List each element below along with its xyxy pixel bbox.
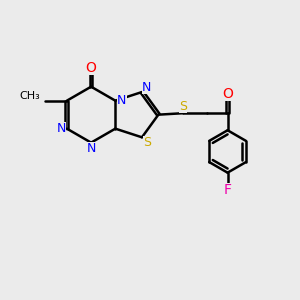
Text: N: N: [57, 122, 66, 135]
Text: F: F: [224, 183, 232, 197]
Text: N: N: [142, 81, 151, 94]
Text: S: S: [143, 136, 151, 149]
Text: N: N: [86, 142, 96, 155]
Text: CH₃: CH₃: [20, 91, 40, 101]
Text: O: O: [86, 61, 97, 75]
Text: S: S: [179, 100, 188, 113]
Text: N: N: [117, 94, 127, 107]
Text: O: O: [222, 87, 233, 101]
